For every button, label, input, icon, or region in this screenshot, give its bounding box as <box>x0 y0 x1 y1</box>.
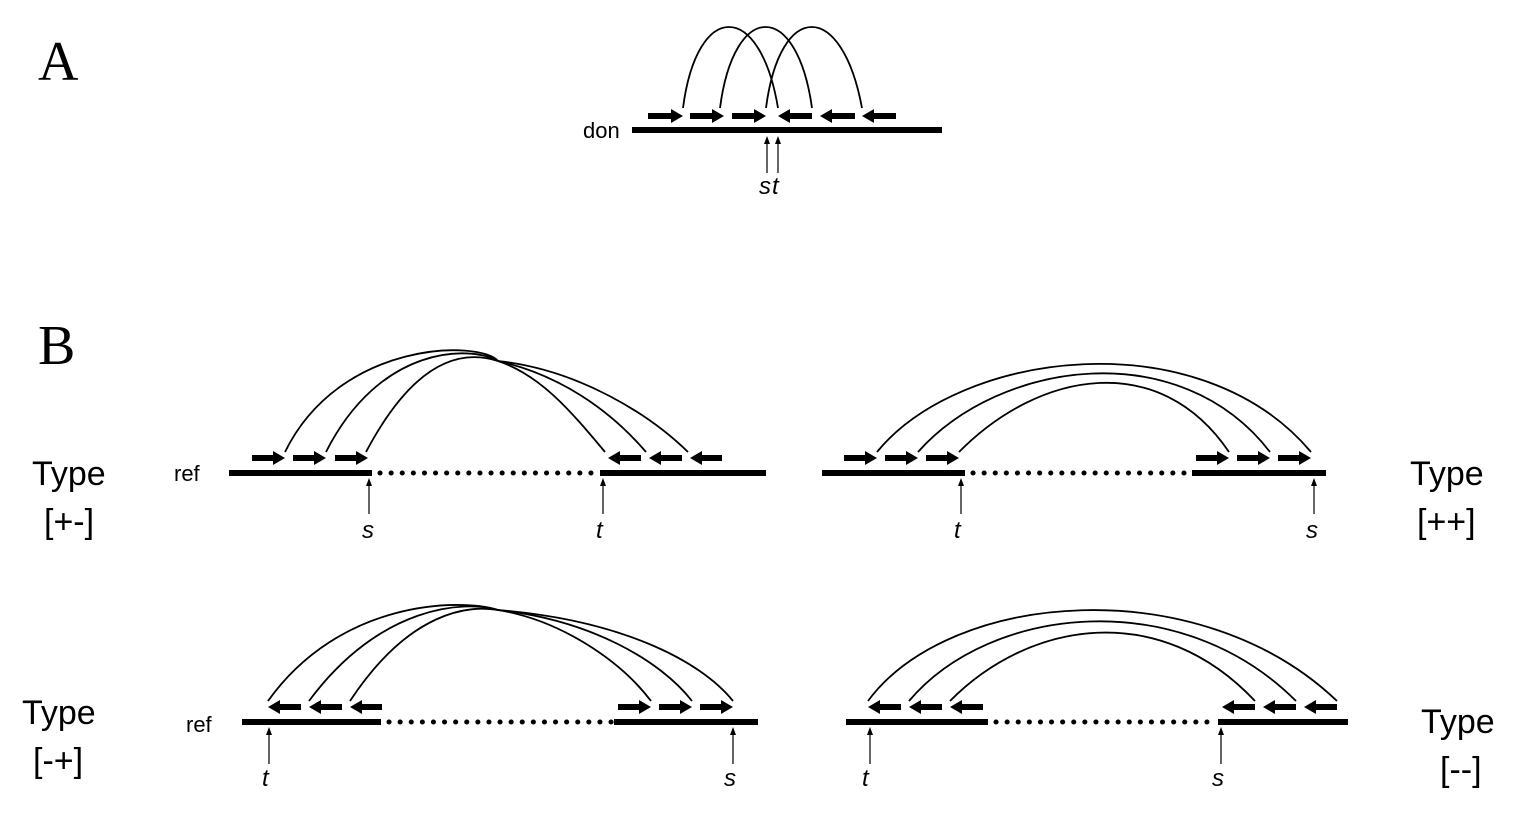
read-arrow-right <box>885 451 918 465</box>
ref-strand-label-top: ref <box>174 461 201 486</box>
type-minus-plus-sign: [-+] <box>33 742 83 780</box>
read-arrow-right <box>1237 451 1270 465</box>
panel-a-arcs <box>682 26 863 109</box>
read-pair-arc <box>876 363 1312 453</box>
panel-a: A don s t <box>38 26 942 200</box>
read-pair-arc <box>958 381 1230 453</box>
read-arrow-left <box>820 109 855 123</box>
read-arrow-right <box>659 700 692 714</box>
s-label: s <box>1306 517 1318 544</box>
t-label: t <box>262 765 270 792</box>
read-arrow-right <box>732 109 766 123</box>
s-label: s <box>362 517 374 544</box>
type-minus-minus: Type [--] t s <box>846 609 1495 792</box>
read-arrow-left <box>1263 700 1296 714</box>
read-arrow-right <box>690 109 724 123</box>
s-arrowhead <box>730 727 736 735</box>
read-arrow-left <box>350 700 382 714</box>
read-arrow-left <box>862 109 896 123</box>
read-arrow-right <box>926 451 959 465</box>
type-plus-plus-title: Type <box>1410 455 1484 493</box>
s-label: s <box>724 765 736 792</box>
panel-a-letter: A <box>38 31 79 93</box>
t-label: t <box>954 517 962 544</box>
type-plus-minus-title: Type <box>32 455 106 493</box>
t-arrowhead <box>867 727 873 735</box>
read-pair-arc <box>949 631 1256 702</box>
s-arrowhead <box>1218 727 1224 735</box>
panel-a-reads <box>648 109 896 123</box>
read-pair-arc <box>908 620 1297 702</box>
type-plus-plus-reads <box>844 363 1312 465</box>
type-plus-plus: Type [++] t s <box>822 363 1484 544</box>
type-minus-minus-sign: [--] <box>1440 751 1482 789</box>
read-pair-arc <box>267 604 652 702</box>
read-arrow-right <box>1196 451 1229 465</box>
s-arrowhead <box>366 478 372 486</box>
read-arrow-right <box>844 451 877 465</box>
breakpoint-s-arrowhead <box>764 136 770 144</box>
read-arrow-left <box>649 451 682 465</box>
type-minus-plus-reads <box>267 604 734 714</box>
read-arrow-right <box>252 451 285 465</box>
read-arrow-left <box>690 451 722 465</box>
read-pair-arc <box>682 26 779 109</box>
s-label: s <box>1212 765 1224 792</box>
read-arrow-left <box>868 700 901 714</box>
type-plus-minus-sign: [+-] <box>44 503 94 541</box>
type-plus-minus: Type [+-] ref s t <box>32 349 766 544</box>
read-arrow-left <box>309 700 342 714</box>
read-arrow-left <box>268 700 301 714</box>
type-minus-minus-reads <box>867 609 1338 714</box>
ref-strand-label-bottom: ref <box>186 712 213 737</box>
read-arrow-right <box>1278 451 1311 465</box>
read-arrow-right <box>700 700 733 714</box>
read-arrow-right <box>293 451 326 465</box>
read-pair-arc <box>765 26 863 109</box>
read-arrow-left <box>608 451 641 465</box>
breakpoint-s-label: s <box>759 173 771 200</box>
type-minus-minus-title: Type <box>1421 703 1495 741</box>
donor-strand-label: don <box>583 118 620 143</box>
t-label: t <box>862 765 870 792</box>
read-pair-arc <box>867 609 1338 702</box>
read-pair-arc <box>308 605 693 702</box>
read-arrow-left <box>909 700 942 714</box>
read-pair-arc <box>719 26 813 109</box>
read-arrow-left <box>778 109 812 123</box>
s-arrowhead <box>1311 478 1317 486</box>
read-arrow-right <box>648 109 683 123</box>
read-pair-arc <box>349 607 734 702</box>
panel-b: B Type [+-] ref s t Type [++] <box>22 315 1495 792</box>
t-arrowhead <box>958 478 964 486</box>
panel-b-letter: B <box>38 315 75 377</box>
read-arrow-left <box>950 700 983 714</box>
read-arrow-left <box>1304 700 1337 714</box>
type-plus-plus-sign: [++] <box>1417 503 1476 541</box>
read-pair-arc <box>284 349 606 453</box>
type-minus-plus-title: Type <box>22 694 96 732</box>
read-pair-arc <box>917 372 1271 453</box>
type-minus-plus: Type [-+] ref t s <box>22 604 758 792</box>
t-label: t <box>596 517 604 544</box>
type-plus-minus-reads <box>252 349 722 465</box>
t-arrowhead <box>266 727 272 735</box>
t-arrowhead <box>600 478 606 486</box>
breakpoint-t-label: t <box>772 173 780 200</box>
read-arrow-left <box>1222 700 1255 714</box>
breakpoint-t-arrowhead <box>775 136 781 144</box>
read-pair-arc <box>365 356 689 453</box>
read-arrow-right <box>618 700 651 714</box>
read-arrow-right <box>335 451 368 465</box>
